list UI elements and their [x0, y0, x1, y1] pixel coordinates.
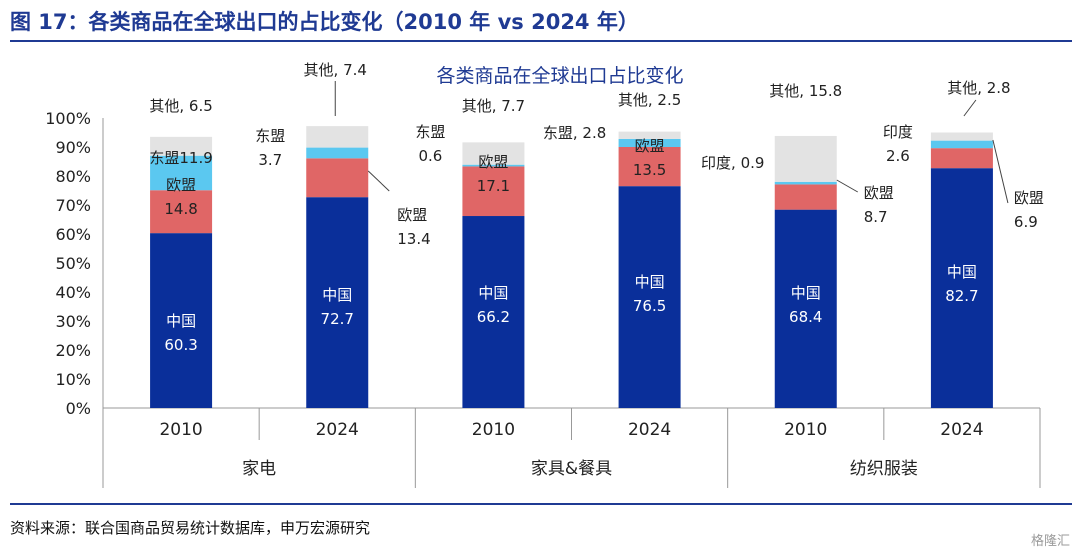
data-label: 中国 60.3 — [164, 312, 197, 354]
y-tick-label: 50% — [55, 254, 91, 273]
bar-segment — [774, 184, 837, 210]
data-label: 东盟11.9 — [149, 149, 212, 167]
bar-segment — [306, 197, 369, 408]
data-label: 欧盟 13.5 — [633, 137, 666, 179]
bar-segment — [930, 168, 993, 408]
data-label: 其他, 2.5 — [618, 91, 681, 109]
data-label: 其他, 2.8 — [947, 79, 1010, 97]
bar-segment — [306, 147, 369, 159]
data-label: 其他, 7.4 — [304, 61, 367, 79]
stacked-bar-chart: 各类商品在全球出口占比变化 0% 10% 20% 30% 40% 50% 60% 70% 80% 9… — [45, 61, 1044, 488]
data-label: 中国 76.5 — [633, 273, 666, 315]
data-label: 其他, 7.7 — [462, 97, 525, 115]
chart-title: 各类商品在全球出口占比变化 — [436, 65, 683, 87]
y-tick-label: 60% — [55, 225, 91, 244]
source-note: 资料来源：联合国商品贸易统计数据库，申万宏源研究 — [10, 519, 371, 537]
data-label: 欧盟 17.1 — [477, 153, 510, 195]
bar-segment — [462, 216, 525, 408]
data-label: 中国 66.2 — [477, 284, 510, 326]
x-tick-label-year: 2024 — [316, 420, 359, 440]
data-label: 印度 2.6 — [883, 123, 913, 165]
data-label-leader — [367, 170, 390, 192]
title-rule — [10, 40, 1072, 42]
x-tick-label-group: 家具&餐具 — [531, 459, 612, 479]
bar-segment — [618, 186, 681, 408]
data-label: 其他, 15.8 — [769, 82, 842, 100]
x-tick-label-year: 2024 — [940, 420, 983, 440]
x-tick-label-year: 2010 — [472, 420, 515, 440]
y-tick-label: 30% — [55, 312, 91, 331]
bar-segment — [462, 164, 525, 167]
data-label: 中国 82.7 — [945, 263, 978, 305]
x-tick-label-year: 2010 — [784, 420, 827, 440]
bar-segment — [306, 158, 369, 198]
y-tick-label: 70% — [55, 196, 91, 215]
x-tick-label-year: 2010 — [159, 420, 202, 440]
data-label: 其他, 6.5 — [149, 97, 212, 115]
bar-segment — [150, 136, 213, 156]
data-label-leader — [836, 179, 858, 193]
bar-segment — [774, 209, 837, 408]
x-tick-label-year: 2024 — [628, 420, 671, 440]
watermark-logo: 格隆汇 — [1030, 534, 1070, 549]
bar-segment — [618, 147, 681, 187]
x-tick-label-group: 纺织服装 — [850, 459, 918, 479]
data-label: 东盟 0.6 — [415, 123, 445, 165]
figure-title: 图 17：各类商品在全球出口的占比变化（2010 年 vs 2024 年） — [10, 10, 639, 34]
data-label: 东盟 3.7 — [255, 127, 285, 169]
x-tick-label-group: 家电 — [242, 459, 276, 479]
data-label: 欧盟 6.9 — [1014, 189, 1044, 231]
bar-segment — [930, 132, 993, 141]
bar-segment — [150, 190, 213, 234]
y-tick-label: 20% — [55, 341, 91, 360]
data-label: 中国 68.4 — [789, 284, 822, 326]
bar-segment — [150, 233, 213, 408]
data-label-leader — [963, 99, 977, 117]
bar-segment — [774, 181, 837, 185]
data-label: 欧盟 8.7 — [864, 184, 894, 226]
data-label: 欧盟 13.4 — [397, 206, 430, 248]
source-rule — [10, 503, 1072, 505]
y-tick-label: 100% — [45, 109, 91, 128]
data-label: 中国 72.7 — [321, 286, 354, 328]
data-label-leader — [992, 139, 1009, 204]
data-label: 印度, 0.9 — [701, 154, 764, 172]
y-tick-label: 90% — [55, 138, 91, 157]
bar-segment — [930, 148, 993, 169]
bar-segment — [150, 155, 213, 191]
data-label: 欧盟 14.8 — [164, 176, 197, 218]
data-label: 东盟, 2.8 — [543, 124, 606, 142]
bar-segment — [462, 142, 525, 165]
y-tick-label: 0% — [66, 399, 91, 418]
y-tick-label: 40% — [55, 283, 91, 302]
bar-segment — [618, 138, 681, 147]
bar-segment — [774, 135, 837, 182]
bar-segment — [462, 166, 525, 217]
bar-segment — [618, 131, 681, 139]
bar-segment — [306, 126, 369, 148]
bar-segment — [930, 140, 993, 149]
y-tick-label: 10% — [55, 370, 91, 389]
y-tick-label: 80% — [55, 167, 91, 186]
